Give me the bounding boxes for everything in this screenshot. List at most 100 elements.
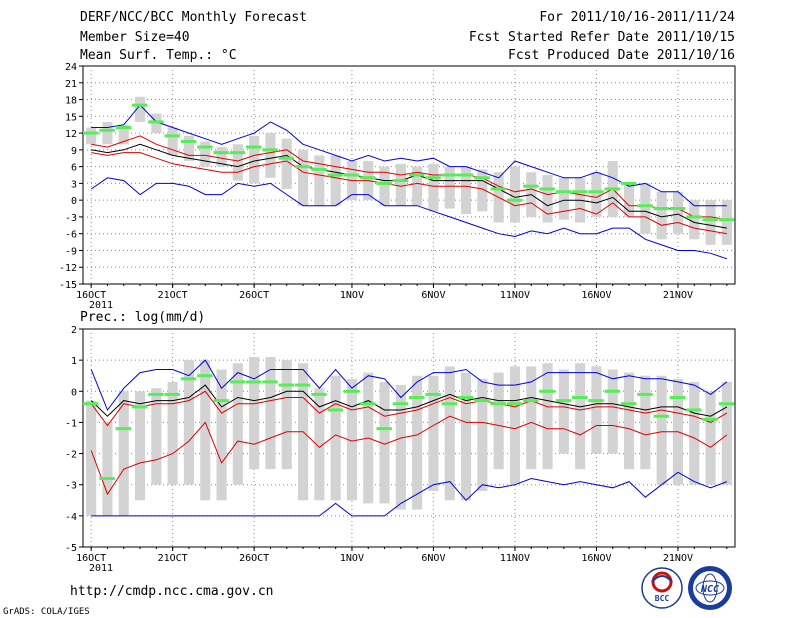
spread-bar (265, 357, 276, 470)
inner-lower-line (91, 152, 727, 235)
observation-marker (311, 167, 327, 171)
plot-frame (82, 328, 736, 548)
spread-bar (379, 381, 390, 504)
observation-marker (604, 389, 621, 393)
spread-bar (412, 166, 423, 206)
observation-marker (246, 145, 262, 149)
x-tick-label: 1NOV (340, 553, 364, 564)
spread-bar (460, 166, 472, 215)
spread-bar (509, 166, 521, 223)
y-tick-label: 0 (71, 387, 77, 398)
x-tick-label: 16NOV (581, 553, 611, 564)
observation-marker (343, 173, 360, 177)
y-tick-label: -3 (65, 481, 77, 492)
spread-bar (249, 135, 260, 184)
observation-marker (653, 414, 669, 418)
observation-marker (588, 399, 604, 403)
spread-bar (200, 141, 211, 167)
observation-marker (457, 396, 474, 400)
spread-bar (265, 133, 276, 178)
temp-panel-title: Mean Surf. Temp.: °C (80, 48, 237, 63)
observation-marker (637, 204, 653, 208)
spread-bar (460, 372, 472, 501)
spread-bar (86, 400, 97, 516)
spread-bar (721, 200, 732, 245)
observation-marker (523, 399, 539, 403)
observation-marker (327, 173, 343, 177)
spread-bar (705, 200, 716, 245)
observation-marker (441, 402, 458, 406)
observation-marker (490, 187, 506, 191)
observation-marker (99, 128, 115, 132)
spread-bar (689, 200, 700, 240)
observation-marker (294, 165, 311, 169)
spread-bar (591, 366, 602, 454)
y-tick-label: -3 (65, 213, 77, 224)
observation-marker (278, 383, 295, 387)
observation-marker (523, 184, 539, 188)
y-tick-label: 9 (71, 146, 77, 157)
y-tick-label: 2 (71, 325, 77, 336)
observation-marker (360, 176, 376, 180)
observation-marker (474, 176, 490, 180)
grads-credit: GrADS: COLA/IGES (3, 607, 90, 617)
observation-marker (539, 187, 555, 191)
observation-marker (686, 215, 702, 219)
x-tick-label: 26OCT (239, 290, 269, 301)
observation-marker (229, 380, 246, 384)
observation-marker (653, 207, 669, 211)
observation-marker (604, 187, 621, 191)
spread-bar (183, 360, 195, 485)
x-tick-label: 21OCT (158, 553, 188, 564)
spread-bar (509, 366, 521, 485)
observation-marker (278, 156, 295, 160)
x-tick-label: 16OCT (76, 553, 106, 564)
spread-bar (379, 166, 390, 206)
spread-bar (428, 163, 439, 212)
ensemble-mean-line (91, 143, 727, 229)
footer-url[interactable]: http://cmdp.ncc.cma.gov.cn (70, 584, 274, 599)
observation-marker (246, 380, 262, 384)
x-tick-label: 21NOV (663, 290, 693, 301)
observation-marker (327, 408, 343, 412)
x-tick-label: 6NOV (421, 553, 445, 564)
observation-marker (262, 380, 278, 384)
spread-bar (412, 375, 423, 510)
spread-bar (134, 391, 146, 501)
spread-bar (444, 366, 455, 501)
observation-marker (131, 103, 148, 107)
observation-marker (83, 402, 99, 406)
x-tick-label: 21NOV (663, 553, 693, 564)
fcst-started-label: Fcst Started Refer Date 2011/10/15 (468, 30, 735, 45)
y-tick-label: -1 (65, 418, 77, 429)
spread-bar (575, 363, 586, 470)
spread-bar (314, 388, 325, 501)
spread-bar (183, 135, 195, 162)
spread-bar (542, 363, 553, 470)
observation-marker (702, 218, 718, 222)
spread-bar (640, 375, 651, 470)
observation-marker (197, 145, 213, 149)
ncc-logo: NCC (688, 566, 732, 610)
observation-marker (702, 417, 718, 421)
spread-bar (607, 369, 618, 454)
observation-marker (83, 131, 99, 135)
observation-marker (539, 389, 555, 393)
observation-marker (425, 392, 441, 396)
y-tick-label: 6 (71, 163, 77, 174)
member-size-label: Member Size=40 (80, 30, 190, 45)
observation-marker (197, 374, 213, 378)
spread-bar (281, 360, 292, 470)
spread-bar (216, 147, 227, 167)
spread-bar (134, 96, 146, 122)
y-tick-label: 18 (65, 96, 77, 107)
spread-bar (493, 372, 504, 470)
spread-bar (118, 391, 129, 516)
observation-marker (115, 427, 132, 431)
y-tick-label: 1 (71, 356, 77, 367)
y-tick-label: -6 (65, 230, 77, 241)
x-tick-label: 11NOV (500, 553, 530, 564)
spread-bar (656, 375, 667, 485)
observation-marker (686, 408, 702, 412)
